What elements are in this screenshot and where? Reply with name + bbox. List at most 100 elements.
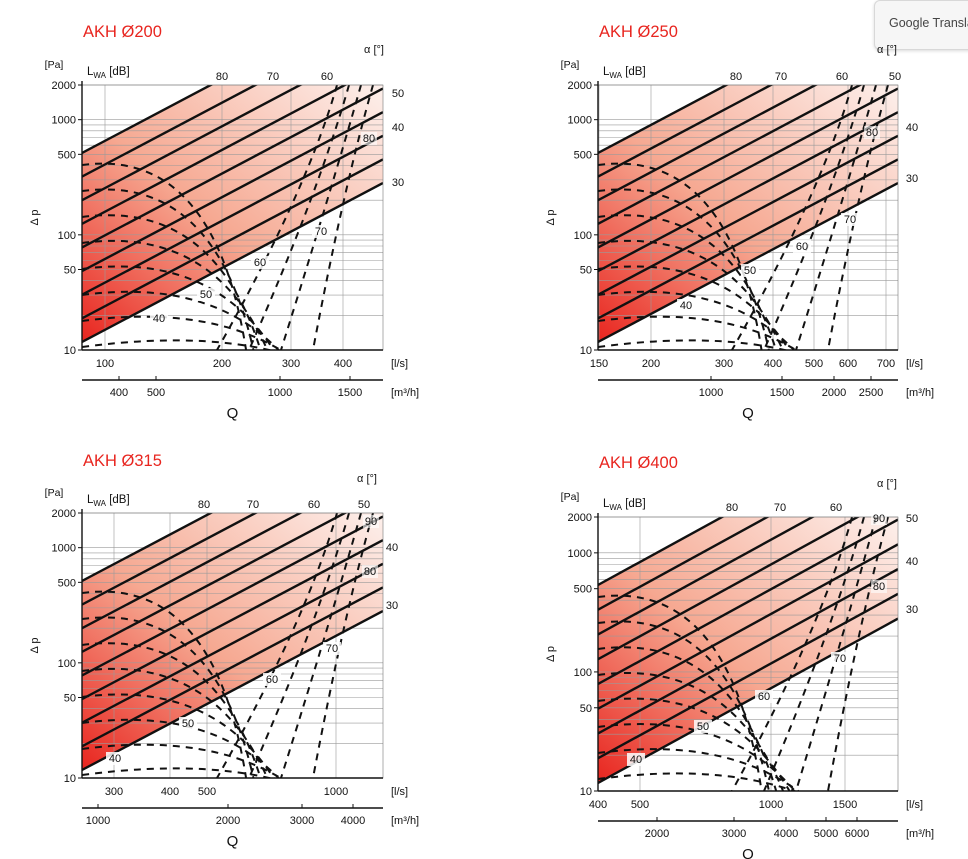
- sound-curve: [82, 642, 262, 778]
- google-translate-widget[interactable]: Google Transla: [874, 0, 968, 50]
- damper-angle-label: 40: [906, 556, 918, 568]
- x2-tick-label: 5000: [814, 828, 838, 840]
- sound-level-label: 80: [726, 502, 738, 514]
- sound-curve: [82, 188, 255, 350]
- x-tick-label: 600: [839, 358, 857, 370]
- system-line: [598, 517, 815, 636]
- y-tick-label: 2000: [568, 80, 592, 92]
- sound-curve: [598, 359, 827, 373]
- curve-level-label: 40: [153, 313, 165, 325]
- sound-curve: [82, 718, 280, 778]
- angle-curve: [827, 85, 889, 350]
- sound-curve: [598, 214, 777, 350]
- x-axis-label: Q: [227, 833, 239, 850]
- sound-level-label: 50: [889, 71, 901, 83]
- sound-level-label: 60: [321, 71, 333, 83]
- angle-curve: [827, 517, 889, 791]
- label-bg: [871, 512, 887, 525]
- sound-level-label: 70: [774, 502, 786, 514]
- y-tick-label: 10: [580, 345, 592, 357]
- x2-tick-label: 4000: [774, 828, 798, 840]
- y-tick-label: 1000: [52, 115, 76, 127]
- x2-tick-label: 2000: [645, 828, 669, 840]
- sound-curve: [598, 339, 789, 350]
- system-line: [598, 87, 898, 249]
- sound-level-label: 70: [267, 71, 279, 83]
- system-line: [82, 85, 303, 202]
- sound-curve: [82, 667, 269, 778]
- x-unit-label: [l/s]: [391, 786, 408, 798]
- alpha-header: α [°]: [357, 473, 377, 485]
- damper-angle-label: 30: [906, 173, 918, 185]
- sound-curve: [598, 723, 797, 791]
- system-line: [598, 592, 898, 760]
- sound-curve: [598, 162, 763, 350]
- x2-tick-label: 1500: [770, 387, 794, 399]
- y-axis-label: Δ p: [29, 638, 41, 654]
- alpha-header: α [°]: [877, 478, 897, 490]
- curve-level-label: 60: [266, 674, 278, 686]
- y-tick-label: 500: [574, 149, 592, 161]
- angle-curve: [312, 85, 374, 350]
- google-translate-label: Google Transla: [889, 16, 968, 30]
- label-bg: [694, 720, 712, 733]
- angle-curve: [795, 85, 877, 350]
- x2-unit-label: [m³/h]: [906, 828, 934, 840]
- system-line: [82, 134, 383, 296]
- x2-tick-label: 1500: [338, 387, 362, 399]
- system-line: [598, 158, 898, 320]
- sound-curve: [82, 743, 283, 778]
- damper-angle-label: 90: [365, 516, 377, 528]
- label-bg: [106, 752, 124, 765]
- chart-panel-4: AKH Ø400 2000 1000 500 100 50 10 [Pa] Δ p LWA [dB…: [545, 454, 934, 859]
- chart-panel-3: AKH Ø315 2000 1000 500 100 50 10 [Pa] Δ p LWA [dB…: [29, 452, 419, 850]
- sound-curve: [82, 693, 275, 778]
- system-lines: [598, 85, 898, 373]
- sound-level-label: 50: [358, 499, 370, 511]
- y-tick-label: 2000: [52, 80, 76, 92]
- sound-curve: [82, 265, 275, 350]
- system-line: [82, 85, 214, 155]
- x-tick-label: 400: [161, 786, 179, 798]
- system-line: [598, 517, 725, 587]
- y-tick-label: 2000: [568, 512, 592, 524]
- sound-curve: [598, 315, 798, 350]
- x2-tick-label: 500: [147, 387, 165, 399]
- angle-curve: [731, 517, 853, 791]
- system-line: [598, 85, 729, 155]
- label-bg: [677, 299, 695, 312]
- damper-angle-label: 90: [873, 513, 885, 525]
- lwa-unit: [dB]: [622, 498, 646, 510]
- damper-angle-label: 80: [363, 133, 375, 145]
- sound-level-label: 80: [198, 499, 210, 511]
- sound-curve: [598, 772, 798, 791]
- x-axis-label: Q: [742, 846, 754, 859]
- system-line: [598, 85, 819, 202]
- sound-curve: [82, 339, 274, 350]
- x-tick-label: 300: [105, 786, 123, 798]
- curve-level-label: 70: [326, 643, 338, 655]
- sound-curve: [82, 239, 269, 350]
- system-line: [82, 85, 259, 178]
- system-line: [82, 586, 383, 748]
- damper-angle-label: 30: [386, 600, 398, 612]
- x2-unit-label: [m³/h]: [906, 387, 934, 399]
- damper-angle-label: 50: [392, 88, 404, 100]
- curve-level-label: 70: [315, 226, 327, 238]
- lwa-sub: WA: [93, 71, 106, 80]
- angle-curve: [280, 85, 362, 350]
- x2-unit-label: [m³/h]: [391, 815, 419, 827]
- damper-angle-label: 40: [906, 122, 918, 134]
- y-tick-label: 10: [580, 786, 592, 798]
- sound-level-label: 60: [830, 502, 842, 514]
- curve-level-label: 70: [844, 214, 856, 226]
- label-bg: [627, 753, 645, 766]
- label-bg: [741, 264, 759, 277]
- curve-level-label: 60: [758, 691, 770, 703]
- x-tick-label: 500: [631, 799, 649, 811]
- label-bg: [251, 256, 269, 269]
- x-tick-label: 300: [282, 358, 300, 370]
- label-bg: [363, 515, 379, 528]
- x-tick-label: 400: [334, 358, 352, 370]
- y-tick-label: 100: [58, 230, 76, 242]
